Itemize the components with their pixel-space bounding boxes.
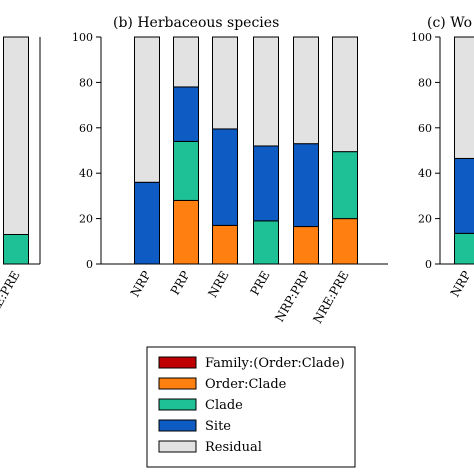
legend-swatch-order	[158, 377, 197, 390]
legend-label-family: Family:(Order:Clade)	[205, 356, 345, 371]
legend: Family:(Order:Clade) Order:Clade Clade Site…	[146, 346, 356, 468]
bar-segment-site	[454, 157, 474, 234]
y-tick-label: 80	[79, 76, 93, 89]
category-label: NRE:PRE	[0, 269, 23, 326]
y-tick-label: 100	[411, 31, 432, 44]
bar-segment-residual	[173, 36, 199, 88]
bar-segment-residual	[332, 36, 358, 153]
category-label: NRE	[205, 269, 231, 301]
y-tick-label: 80	[418, 76, 432, 89]
bar-segment-site	[173, 86, 199, 142]
bar-segment-order	[332, 218, 358, 265]
category-label: PRP	[168, 269, 193, 298]
bar-segment-clade	[173, 140, 199, 201]
legend-label-order: Order:Clade	[205, 377, 287, 392]
legend-swatch-family	[158, 356, 197, 369]
bar-segment-order	[212, 224, 238, 265]
y-tick-label: 0	[425, 258, 432, 271]
legend-swatch-clade	[158, 398, 197, 411]
y-tick-label: 100	[72, 31, 93, 44]
y-tick-label: 20	[418, 213, 432, 226]
bar-segment-site	[293, 143, 319, 228]
legend-label-residual: Residual	[205, 440, 262, 455]
bar-segment-site	[212, 128, 238, 226]
category-label: NRE:PRE	[310, 269, 351, 326]
bar-segment-site	[134, 181, 160, 265]
bar-segment-site	[253, 145, 279, 222]
panel-c: (c) Wo 0 20 40 60 80 100 NRP	[411, 15, 474, 299]
y-tick-label: 40	[79, 167, 93, 180]
bar-segment-clade	[3, 233, 29, 265]
legend-swatch-site	[158, 419, 197, 432]
category-label: PRE	[248, 269, 273, 298]
y-tick-label: 20	[79, 213, 93, 226]
legend-label-clade: Clade	[205, 398, 243, 413]
bar-segment-order	[293, 226, 319, 265]
bar-segment-order	[173, 199, 199, 265]
bar-segment-residual	[212, 36, 238, 130]
y-tick-label: 60	[79, 122, 93, 135]
panel-a: NRE:PRE	[0, 36, 41, 326]
bar-segment-residual	[134, 36, 160, 183]
legend-label-site: Site	[205, 419, 231, 434]
y-tick-label: 0	[86, 258, 93, 271]
category-label: NRP	[128, 269, 154, 300]
bar-segment-clade	[253, 220, 279, 265]
bar-segment-residual	[454, 36, 474, 159]
panel-b-title: (b) Herbaceous species	[113, 15, 279, 31]
y-tick-label: 40	[418, 167, 432, 180]
bar-segment-clade	[332, 151, 358, 220]
bar-segment-clade	[454, 232, 474, 265]
y-tick-label: 60	[418, 122, 432, 135]
panel-c-title: (c) Wo	[427, 15, 472, 31]
legend-swatch-residual	[158, 440, 197, 453]
bar-segment-residual	[293, 36, 319, 145]
bar-segment-residual	[253, 36, 279, 147]
bar-segment-residual	[3, 36, 29, 235]
panel-b: (b) Herbaceous species 0 20 40 60 80 100 NRP P…	[72, 15, 388, 326]
category-label: NRP	[448, 269, 474, 300]
category-label: NRP:PRP	[272, 269, 312, 325]
